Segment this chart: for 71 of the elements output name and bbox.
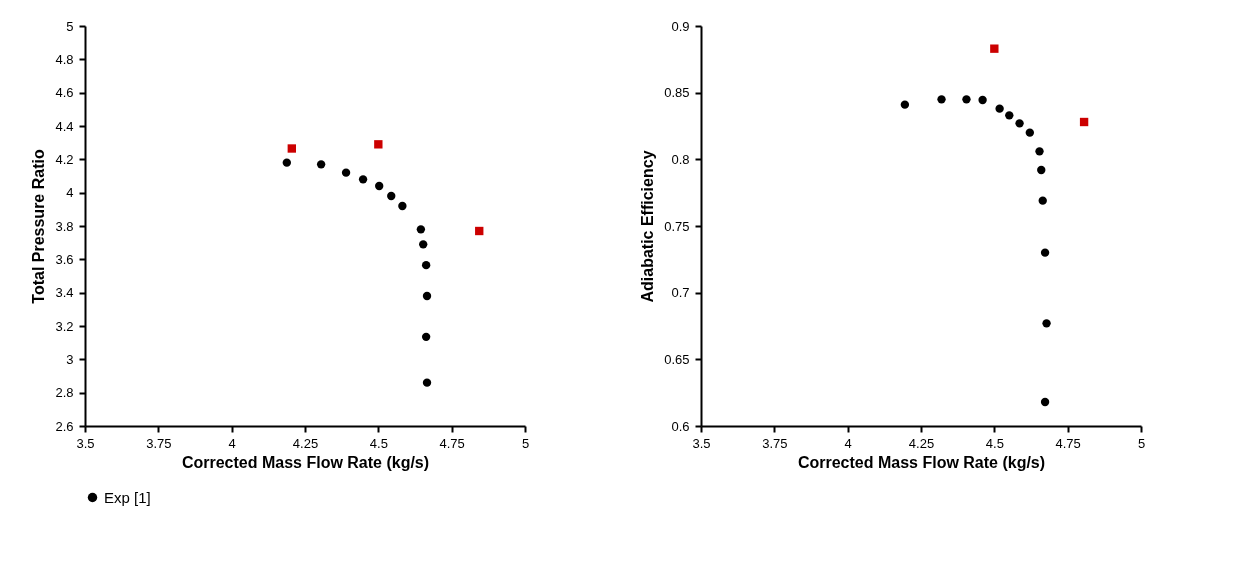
point (1040, 397, 1050, 407)
y-tick-label: 2.6 (55, 418, 74, 434)
x-axis-title: Corrected Mass Flow Rate (kg/s) (797, 453, 1046, 471)
y-tick-label: 0.7 (671, 285, 690, 301)
legend-label: Exp [1] (104, 488, 151, 506)
point (375, 181, 384, 191)
y-axis-title: Total Pressure Ratio (30, 149, 48, 304)
y-tick-label: 5 (66, 18, 74, 34)
y-tick-label: 2.8 (55, 385, 74, 401)
y-tick-label: 3.4 (55, 285, 74, 301)
y-tick-label: 4.4 (55, 118, 74, 134)
point (282, 158, 291, 167)
x-tick-label: 5 (1137, 435, 1146, 451)
x-axis-title: Corrected Mass Flow Rate (kg/s) (181, 453, 430, 471)
point (1005, 111, 1014, 120)
point (978, 95, 987, 105)
y-tick-label: 4.6 (55, 85, 74, 101)
point (1042, 319, 1051, 328)
y-tick-label: 0.85 (664, 85, 690, 101)
y-tick-label: 3.2 (55, 318, 74, 334)
y-tick-label: 4.2 (55, 151, 74, 167)
point (416, 225, 426, 234)
point (358, 175, 368, 184)
y-tick-label: 3.6 (55, 251, 74, 267)
point (422, 291, 432, 301)
point (1035, 147, 1044, 156)
x-tick-label: 4.75 (1055, 435, 1081, 451)
point (341, 168, 351, 177)
x-tick-label: 3.5 (692, 435, 711, 451)
point (1038, 196, 1047, 205)
y-axis-title: Adiabatic Efficiency (639, 150, 657, 303)
point (1037, 165, 1046, 175)
point (1025, 128, 1035, 137)
point (421, 332, 431, 342)
y-tick-label: 0.75 (664, 218, 690, 234)
y-tick-label: 4.8 (55, 51, 74, 67)
point (995, 104, 1004, 113)
x-tick-label: 4.25 (908, 435, 935, 451)
x-tick-label: 4.25 (292, 435, 319, 451)
y-tick-label: 3 (66, 351, 74, 367)
y-tick-label: 0.65 (664, 351, 690, 367)
point (937, 95, 946, 104)
y-tick-label: 0.8 (671, 151, 690, 167)
x-tick-label: 5 (521, 435, 530, 451)
point (900, 100, 910, 109)
y-tick-label: 0.6 (671, 418, 690, 434)
x-tick-label: 3.5 (76, 435, 95, 451)
point (398, 201, 407, 211)
y-tick-label: 3.8 (55, 218, 74, 234)
point (374, 140, 383, 149)
point (316, 160, 326, 169)
x-tick-label: 4 (844, 435, 852, 451)
point (962, 95, 971, 104)
point (422, 378, 432, 387)
point (1015, 119, 1024, 128)
x-tick-label: 4.5 (369, 435, 388, 451)
x-tick-label: 4 (228, 435, 236, 451)
point (419, 240, 428, 249)
point (1040, 248, 1050, 257)
x-tick-label: 4.5 (985, 435, 1004, 451)
x-tick-label: 3.75 (762, 435, 788, 451)
point (1079, 117, 1089, 127)
point (287, 144, 296, 153)
point (387, 191, 396, 201)
y-tick-label: 0.9 (671, 18, 690, 34)
x-tick-label: 4.75 (439, 435, 465, 451)
y-tick-label: 4 (66, 185, 74, 201)
point (475, 226, 484, 236)
x-tick-label: 3.75 (146, 435, 172, 451)
point (990, 44, 999, 53)
point (421, 260, 431, 270)
